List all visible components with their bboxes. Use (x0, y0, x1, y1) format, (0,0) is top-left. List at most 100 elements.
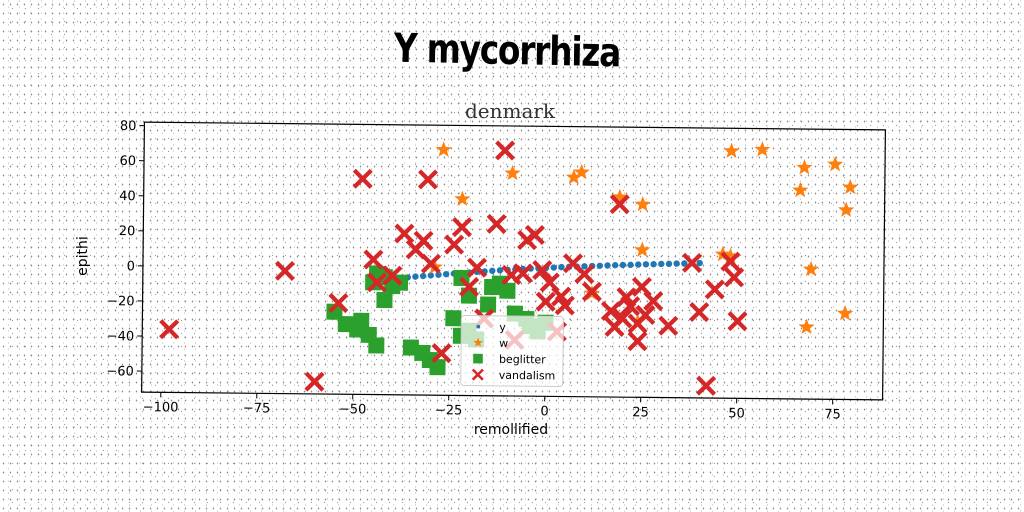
marker-point (658, 260, 665, 268)
marker-point (524, 224, 545, 246)
x-tick-label: 0 (540, 404, 548, 419)
legend-label: beglitter (499, 353, 546, 366)
marker-point (650, 261, 657, 268)
legend-item-y: y (476, 321, 506, 334)
marker-point (704, 279, 725, 300)
marker-point (473, 353, 483, 364)
marker-point (368, 337, 385, 354)
marker-point (665, 260, 673, 268)
marker-point (504, 164, 521, 181)
marker-point (480, 296, 497, 313)
x-tick-label: 50 (728, 406, 745, 421)
marker-point (445, 310, 462, 327)
marker-point (419, 272, 427, 280)
marker-point (723, 142, 740, 159)
marker-point (459, 276, 480, 297)
marker-point (376, 291, 393, 309)
y-tick-label: 20 (119, 224, 136, 239)
y-axis-label: epithi (75, 236, 91, 276)
marker-point (643, 290, 664, 312)
marker-point (413, 230, 434, 251)
marker-point (496, 267, 504, 274)
marker-point (581, 281, 602, 302)
marker-point (681, 260, 688, 267)
marker-point (435, 141, 452, 157)
marker-point (798, 318, 815, 335)
x-axis-ticks: −100 −75 −50 −25 0 25 50 75 (143, 392, 841, 422)
x-axis-label: remollified (474, 422, 548, 438)
marker-point (611, 188, 628, 205)
y-axis-ticks: −60 −40 −20 0 20 40 60 80 (106, 119, 145, 379)
y-tick-label: −40 (107, 329, 135, 344)
marker-point (634, 195, 651, 212)
y-tick-label: −20 (107, 294, 135, 309)
legend-label: y (499, 321, 506, 334)
marker-point (727, 311, 748, 332)
marker-point (382, 265, 403, 286)
marker-point (634, 241, 651, 258)
x-tick-label: −75 (243, 401, 271, 416)
y-tick-label: −60 (106, 364, 134, 379)
marker-point (696, 375, 717, 396)
marker-point (494, 140, 516, 161)
marker-point (535, 291, 556, 312)
marker-point (435, 271, 442, 278)
marker-point (473, 337, 484, 347)
marker-point (673, 260, 680, 267)
y-tick-label: 80 (120, 119, 137, 134)
marker-point (304, 371, 325, 392)
marker-point (604, 262, 611, 269)
marker-point (838, 201, 855, 218)
marker-point (612, 308, 633, 329)
marker-point (609, 194, 630, 215)
marker-point (471, 368, 484, 381)
marker-point (420, 253, 442, 274)
legend-item-beglitter: beglitter (473, 353, 546, 366)
marker-point (796, 159, 813, 175)
marker-point (417, 169, 439, 190)
marker-point (532, 259, 553, 281)
marker-point (573, 163, 590, 180)
chart-subtitle: denmark (465, 99, 556, 123)
marker-point (827, 155, 844, 172)
marker-point (499, 282, 516, 299)
y-tick-label: 0 (127, 259, 135, 274)
marker-point (353, 312, 370, 329)
marker-point (802, 260, 820, 277)
marker-point (681, 252, 703, 273)
marker-point (489, 267, 496, 274)
marker-point (366, 272, 388, 293)
marker-point (412, 273, 419, 280)
marker-point (620, 295, 641, 317)
series-vandalism (159, 140, 748, 396)
x-tick-label: 25 (632, 405, 649, 420)
marker-point (554, 295, 575, 316)
marker-point (326, 303, 343, 320)
marker-point (724, 267, 745, 288)
legend-label: w (499, 337, 508, 350)
legend-item-vandalism: vandalism (471, 368, 555, 382)
legend: yw beglitter vandalism (460, 314, 564, 387)
marker-point (328, 292, 349, 314)
marker-point (394, 223, 415, 244)
marker-point (429, 359, 446, 376)
marker-point (722, 247, 739, 264)
marker-point (476, 324, 481, 329)
plot-frame (141, 121, 887, 401)
marker-point (600, 301, 621, 322)
marker-point (658, 315, 679, 336)
marker-point (642, 261, 650, 268)
marker-point (558, 263, 565, 271)
marker-point (627, 313, 648, 334)
marker-point (565, 168, 583, 185)
marker-point (627, 261, 634, 269)
legend-box (460, 314, 564, 387)
x-tick-label: 75 (824, 407, 841, 422)
marker-point (792, 181, 809, 198)
marker-point (837, 305, 854, 321)
marker-point (451, 217, 473, 238)
marker-point (619, 261, 627, 269)
marker-point (512, 263, 534, 284)
x-tick-label: −50 (339, 402, 367, 417)
